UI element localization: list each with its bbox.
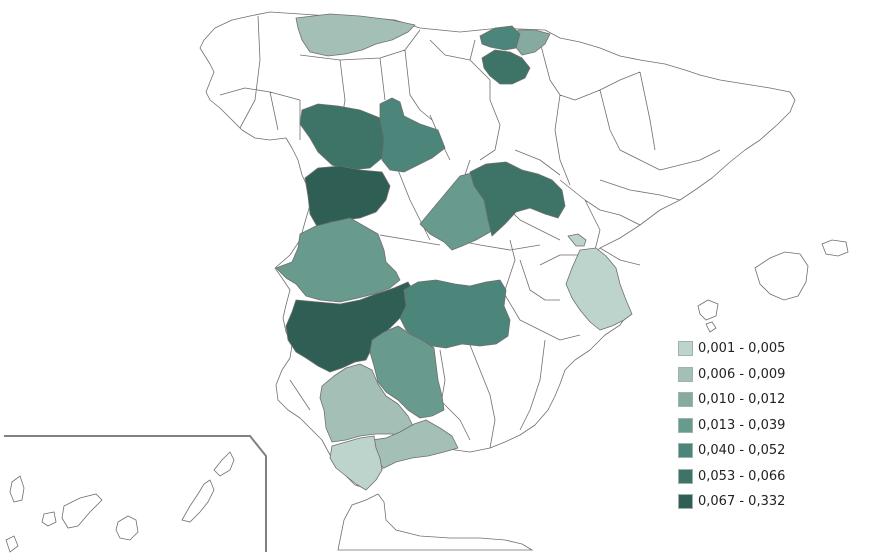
island-ibiza: [697, 299, 719, 321]
island-menorca: [821, 239, 849, 257]
region-cordoba: [369, 325, 445, 419]
region-palencia: [379, 97, 446, 173]
legend-label: 0,053 - 0,066: [698, 468, 786, 484]
legend-swatch: [678, 417, 693, 433]
legend-label: 0,067 - 0,332: [698, 494, 786, 510]
island-la-gomera: [41, 511, 57, 527]
island-formentera: [705, 321, 717, 333]
north-africa-coast: [337, 493, 534, 551]
legend-swatch: [678, 494, 693, 510]
legend-item: 0,053 - 0,066: [678, 464, 828, 490]
balearic-islands: [697, 239, 849, 333]
legend: 0,001 - 0,005 0,006 - 0,009 0,010 - 0,012 0…: [678, 336, 828, 515]
region-araba: [481, 49, 531, 85]
region-valencia: [565, 247, 633, 331]
region-caceres: [275, 217, 401, 303]
legend-swatch: [678, 392, 693, 408]
legend-item: 0,013 - 0,039: [678, 413, 828, 439]
region-castellon-fragment: [567, 233, 587, 247]
legend-item: 0,010 - 0,012: [678, 387, 828, 413]
island-gran-canaria: [115, 515, 139, 541]
inset-frame: [4, 435, 267, 552]
region-bizkaia: [479, 25, 521, 51]
province-fills: [275, 13, 633, 491]
legend-swatch: [678, 468, 693, 484]
legend-label: 0,013 - 0,039: [698, 417, 786, 433]
legend-label: 0,001 - 0,005: [698, 341, 786, 357]
legend-label: 0,006 - 0,009: [698, 366, 786, 382]
island-lanzarote: [213, 451, 235, 477]
legend-item: 0,006 - 0,009: [678, 362, 828, 388]
region-ciudad-real: [399, 279, 511, 349]
region-zamora: [304, 165, 391, 229]
island-el-hierro: [5, 535, 19, 553]
island-tenerife: [61, 493, 103, 529]
region-guadalajara: [469, 161, 566, 237]
legend-item: 0,001 - 0,005: [678, 336, 828, 362]
region-leon: [299, 103, 385, 171]
legend-swatch: [678, 443, 693, 459]
island-fuerteventura: [181, 479, 215, 523]
legend-swatch: [678, 341, 693, 357]
legend-item: 0,067 - 0,332: [678, 489, 828, 515]
internal-boundaries: [219, 15, 721, 449]
legend-swatch: [678, 366, 693, 382]
legend-label: 0,010 - 0,012: [698, 392, 786, 408]
legend-item: 0,040 - 0,052: [678, 438, 828, 464]
region-cadiz: [329, 435, 383, 491]
island-la-palma: [9, 475, 25, 503]
island-mallorca: [754, 251, 809, 301]
region-asturias: [295, 13, 416, 57]
canary-islands-inset: [4, 435, 267, 553]
legend-label: 0,040 - 0,052: [698, 443, 786, 459]
